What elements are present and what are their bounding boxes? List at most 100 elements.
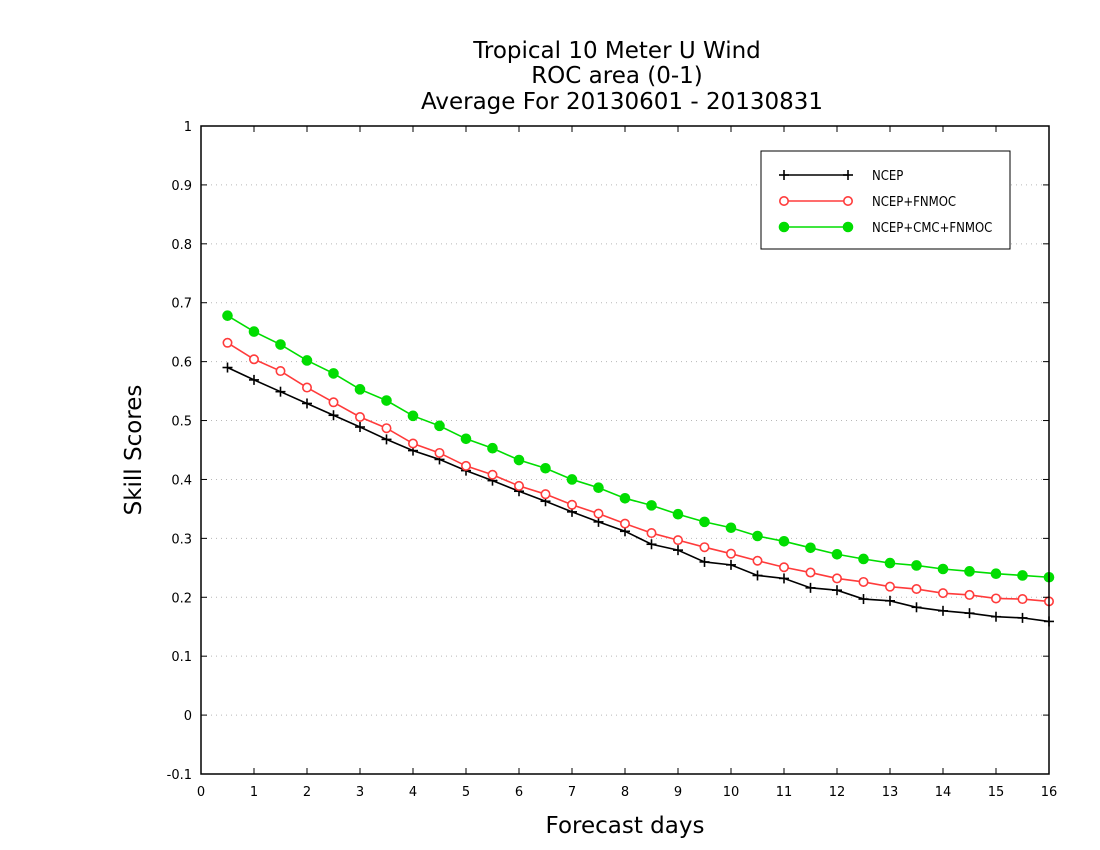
data-point: [301, 382, 312, 393]
y-tick-label: 0.4: [171, 473, 192, 488]
data-point: [249, 374, 259, 385]
data-point: [619, 493, 631, 504]
x-tick-label: 12: [829, 785, 846, 800]
y-tick-label: 0.7: [171, 297, 192, 312]
data-point: [354, 384, 366, 395]
x-tick-label: 8: [621, 785, 629, 800]
data-point: [937, 563, 949, 575]
data-point: [778, 562, 789, 573]
data-point: [805, 582, 816, 593]
data-point: [593, 482, 604, 494]
legend-marker: [842, 221, 854, 233]
title-line-1: Tropical 10 Meter U Wind: [472, 38, 761, 64]
data-point: [858, 594, 869, 605]
data-point: [964, 608, 975, 619]
x-tick-label: 15: [988, 785, 1005, 800]
data-point: [540, 462, 551, 474]
series-line: [227, 342, 1050, 603]
data-point: [699, 556, 710, 567]
x-tick-label: 7: [568, 785, 576, 800]
data-point: [858, 553, 869, 565]
data-point: [725, 522, 737, 534]
data-point: [778, 536, 790, 547]
x-axis-label: Forecast days: [546, 813, 705, 839]
y-axis-label: Skill Scores: [121, 385, 147, 516]
data-point: [752, 555, 763, 566]
data-point: [937, 588, 948, 599]
series-ncep-cmc-fnmoc: [222, 310, 1055, 583]
y-tick-label: 0.6: [171, 356, 192, 371]
data-point: [460, 460, 471, 471]
data-point: [354, 412, 365, 423]
data-point: [222, 310, 233, 321]
data-point: [593, 508, 604, 519]
x-tick-label: 10: [723, 785, 740, 800]
data-point: [832, 585, 842, 596]
data-point: [381, 423, 392, 434]
legend-marker: [778, 196, 789, 207]
legend-label: NCEP+CMC+FNMOC: [872, 221, 992, 236]
data-point: [673, 545, 683, 556]
y-tick-label: -0.1: [167, 768, 192, 783]
x-tick-label: 5: [462, 785, 470, 800]
x-tick-label: 3: [356, 785, 364, 800]
y-tick-label: 0.9: [171, 179, 192, 194]
title-line-2: ROC area (0-1): [531, 63, 703, 89]
data-point: [831, 573, 842, 584]
data-point: [487, 469, 498, 480]
data-point: [884, 557, 896, 569]
legend-label: NCEP+FNMOC: [872, 195, 956, 210]
data-point: [249, 354, 260, 365]
data-point: [513, 480, 524, 491]
data-point: [646, 539, 657, 550]
y-tick-label: 0.3: [171, 532, 192, 547]
x-tick-label: 14: [935, 785, 952, 800]
x-tick-label: 0: [197, 785, 205, 800]
data-point: [566, 499, 577, 510]
y-tick-label: 0.2: [171, 591, 192, 606]
data-point: [1017, 612, 1028, 623]
gridlines: [201, 184, 1049, 716]
x-tick-label: 4: [409, 785, 417, 800]
data-point: [487, 442, 498, 454]
data-point: [407, 438, 418, 449]
data-point: [911, 584, 922, 595]
series-ncep-fnmoc: [222, 337, 1055, 607]
legend-entry: NCEP+CMC+FNMOC: [778, 221, 992, 236]
data-point: [726, 559, 736, 570]
data-point: [381, 395, 392, 406]
legend-marker: [843, 170, 853, 180]
legend-marker: [779, 170, 789, 180]
series-ncep: [222, 362, 1054, 627]
data-point: [301, 355, 313, 366]
data-point: [1017, 594, 1028, 605]
legend-label: NCEP: [872, 169, 903, 184]
data-point: [646, 528, 657, 539]
data-point: [355, 422, 365, 433]
chart-title: Tropical 10 Meter U Wind ROC area (0-1) …: [421, 38, 823, 115]
data-point: [222, 362, 233, 373]
data-point: [672, 508, 684, 520]
plot-data: [222, 310, 1055, 627]
data-point: [646, 500, 657, 511]
data-point: [752, 570, 763, 581]
axis-ticks: -0.100.10.20.30.40.50.60.70.80.910 1 2 3 4 5 6…: [167, 120, 1058, 800]
data-point: [779, 573, 789, 584]
data-point: [434, 447, 445, 458]
data-point: [725, 548, 736, 559]
data-point: [248, 326, 260, 337]
data-point: [407, 410, 419, 422]
data-point: [513, 454, 525, 466]
series-line: [227, 366, 1050, 623]
data-point: [805, 542, 816, 554]
x-tick-label: 11: [776, 785, 793, 800]
data-point: [328, 410, 339, 421]
data-point: [381, 434, 392, 445]
data-point: [964, 589, 975, 600]
x-tick-label: 6: [515, 785, 523, 800]
data-point: [911, 560, 922, 571]
data-point: [752, 530, 763, 542]
legend-entry: NCEP: [779, 169, 903, 184]
data-point: [699, 542, 710, 553]
